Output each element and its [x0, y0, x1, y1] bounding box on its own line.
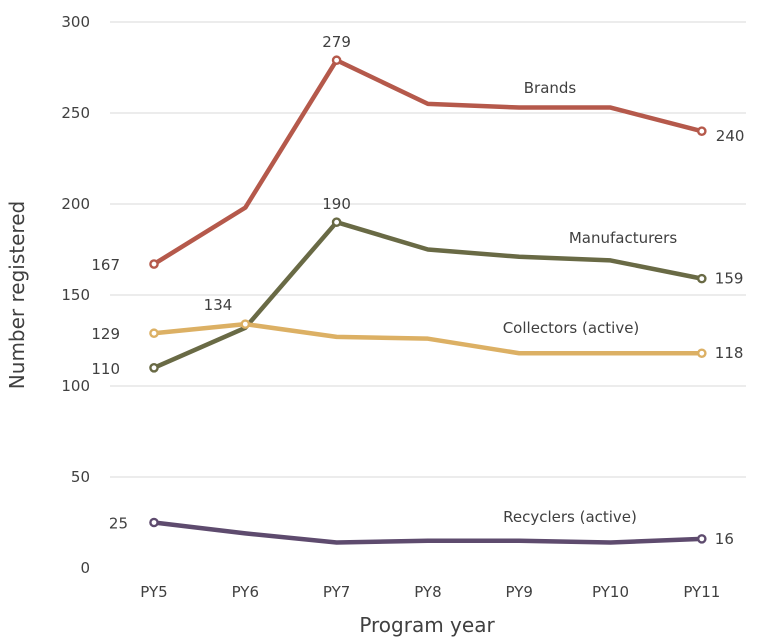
data-label-collectors-active-py11: 118 — [715, 344, 744, 362]
y-axis-ticks: 0 50 100 150 200 250 300 — [61, 13, 90, 577]
x-tick-py7: PY7 — [323, 583, 350, 601]
x-tick-py11: PY11 — [683, 583, 720, 601]
data-labels: 167 279 240 Brands 110 190 159 Manufacturers 129… — [91, 33, 744, 548]
x-tick-py9: PY9 — [505, 583, 532, 601]
marker-brands-py7 — [331, 55, 342, 66]
data-label-brands-py11: 240 — [716, 127, 745, 145]
y-tick-0: 0 — [80, 559, 90, 577]
data-label-manufacturers-py11: 159 — [715, 270, 744, 288]
series-brands — [149, 55, 707, 269]
data-label-recyclers-active-py11: 16 — [715, 530, 734, 548]
gridlines — [110, 21, 746, 478]
marker-recyclers-active-py5 — [149, 517, 159, 528]
x-tick-py8: PY8 — [414, 583, 441, 601]
x-tick-py6: PY6 — [232, 583, 259, 601]
x-axis-ticks: PY5 PY6 PY7 PY8 PY9 PY10 PY11 — [140, 583, 720, 601]
marker-manufacturers-py5 — [149, 362, 159, 373]
y-axis-title: Number registered — [5, 201, 29, 389]
marker-manufacturers-py11 — [697, 273, 707, 284]
data-label-brands-py5: 167 — [91, 256, 120, 274]
series-label-brands: Brands — [524, 79, 577, 97]
data-label-manufacturers-py5: 110 — [91, 360, 120, 378]
marker-brands-py11 — [697, 126, 707, 136]
data-label-manufacturers-py7: 190 — [322, 195, 351, 213]
marker-collectors-active-py5 — [149, 328, 159, 339]
marker-collectors-active-py6 — [240, 319, 251, 329]
y-tick-100: 100 — [61, 377, 90, 395]
y-tick-300: 300 — [61, 13, 90, 31]
series-collectors-active — [149, 319, 707, 359]
y-tick-200: 200 — [61, 195, 90, 213]
data-label-collectors-active-py5: 129 — [91, 325, 120, 343]
y-tick-150: 150 — [61, 286, 90, 304]
data-label-collectors-active-py6: 134 — [204, 296, 233, 314]
data-label-brands-py7: 279 — [322, 33, 351, 51]
x-tick-py10: PY10 — [592, 583, 629, 601]
series-label-collectors-active: Collectors (active) — [503, 319, 640, 337]
series-label-recyclers-active: Recyclers (active) — [503, 508, 637, 526]
y-tick-250: 250 — [61, 104, 90, 122]
marker-collectors-active-py11 — [697, 348, 707, 359]
x-axis-title: Program year — [359, 613, 495, 637]
series-recyclers-active — [149, 517, 707, 545]
data-label-recyclers-active-py5: 25 — [109, 515, 128, 533]
line-recyclers-active — [151, 520, 705, 545]
marker-brands-py5 — [149, 259, 159, 269]
line-brands — [151, 57, 705, 267]
marker-recyclers-active-py11 — [697, 534, 707, 544]
y-tick-50: 50 — [71, 468, 90, 486]
series — [149, 55, 707, 545]
series-label-manufacturers: Manufacturers — [569, 229, 677, 247]
marker-manufacturers-py7 — [331, 217, 342, 227]
x-tick-py5: PY5 — [140, 583, 167, 601]
